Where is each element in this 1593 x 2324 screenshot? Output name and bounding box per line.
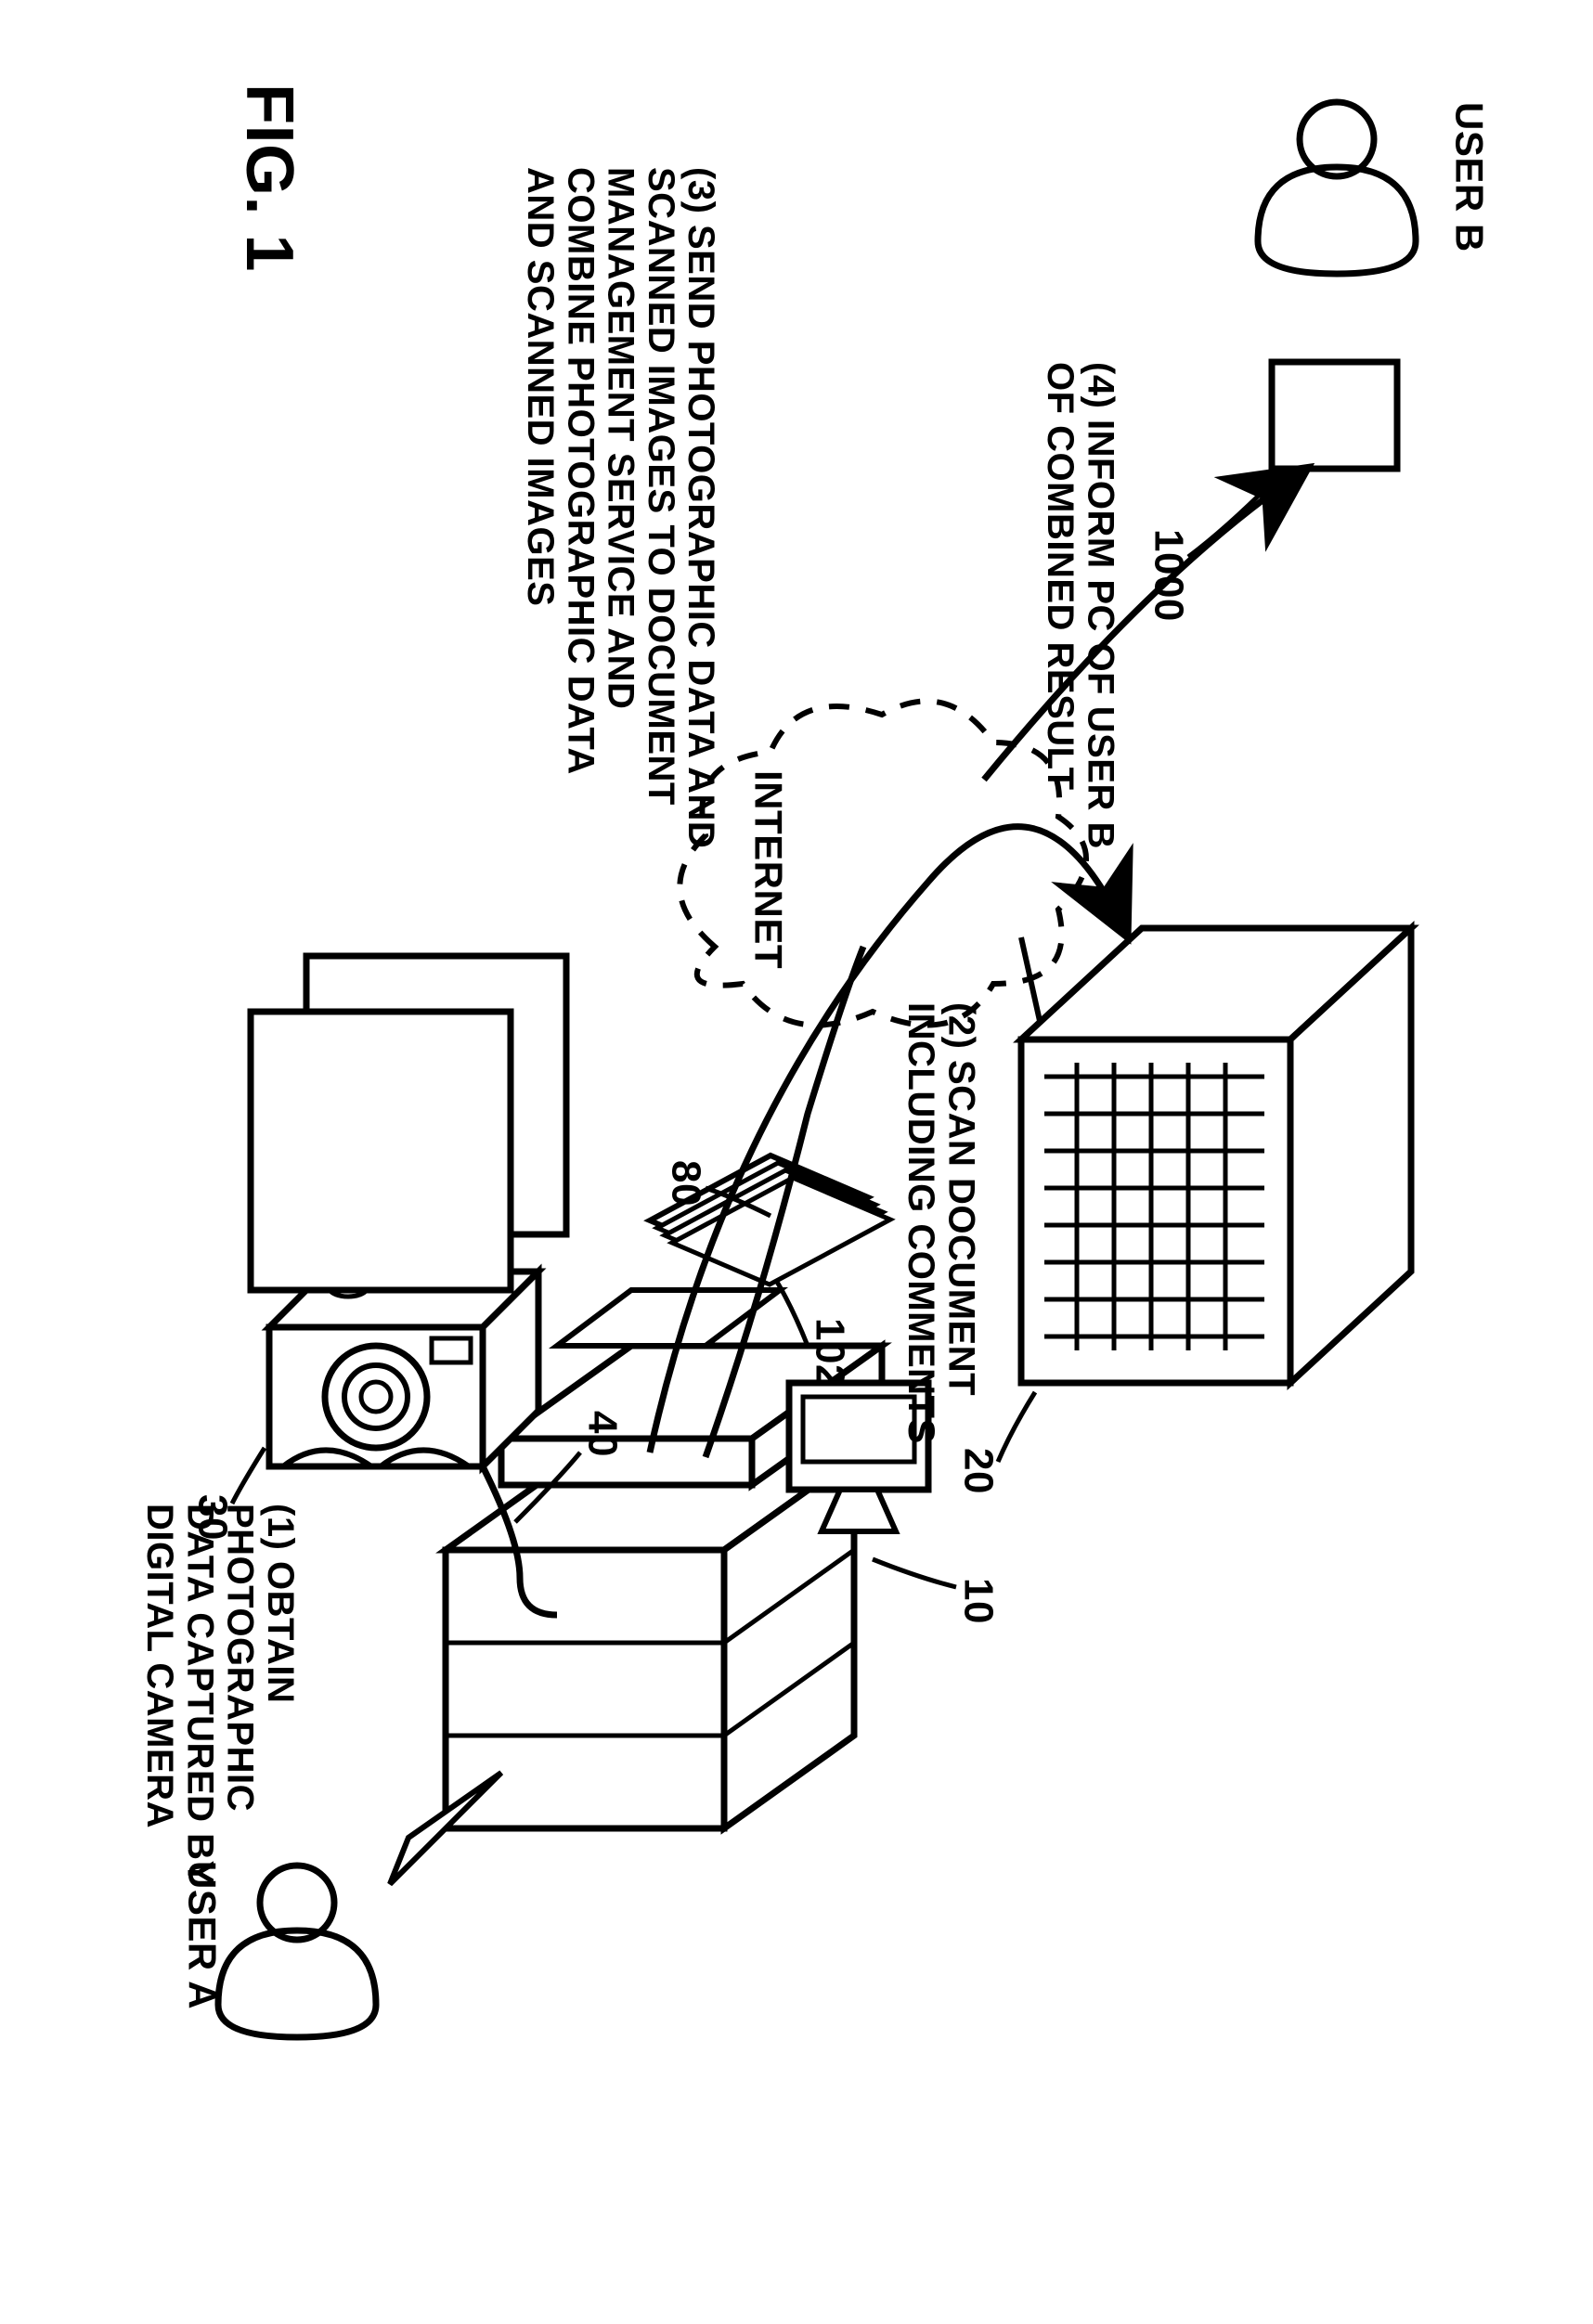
internet-cloud xyxy=(680,701,1086,1025)
ref-docs: 102 xyxy=(808,1318,852,1388)
step-1-label: (1) OBTAIN PHOTOGRAPHIC DATA CAPTURED BY… xyxy=(139,1504,300,1886)
ref-pc: 1000 xyxy=(1146,529,1191,622)
camera-icon xyxy=(269,1272,538,1466)
user-a-icon xyxy=(218,1866,376,2037)
ref-server: 20 xyxy=(956,1448,1001,1494)
ref-mfp: 10 xyxy=(956,1578,1001,1624)
diagram-svg xyxy=(0,0,1593,2324)
cloud-label: INTERNET xyxy=(747,770,789,969)
photo-stack xyxy=(251,956,566,1290)
server-icon xyxy=(1021,928,1411,1383)
ref-lan: 80 xyxy=(664,1160,708,1207)
step-2-label: (2) SCAN DOCUMENT INCLUDING COMMENTS xyxy=(900,1002,980,1444)
user-b-label: USER B xyxy=(1448,102,1490,252)
user-b-icon xyxy=(1258,102,1416,274)
pc-icon xyxy=(1272,362,1397,469)
step-3-label: (3) SEND PHOTOGRAPHIC DATA AND SCANNED I… xyxy=(520,167,720,848)
ref-cable: 40 xyxy=(580,1411,625,1457)
step-4-label: (4) INFORM PC OF USER B OF COMBINED RESU… xyxy=(1040,362,1120,849)
